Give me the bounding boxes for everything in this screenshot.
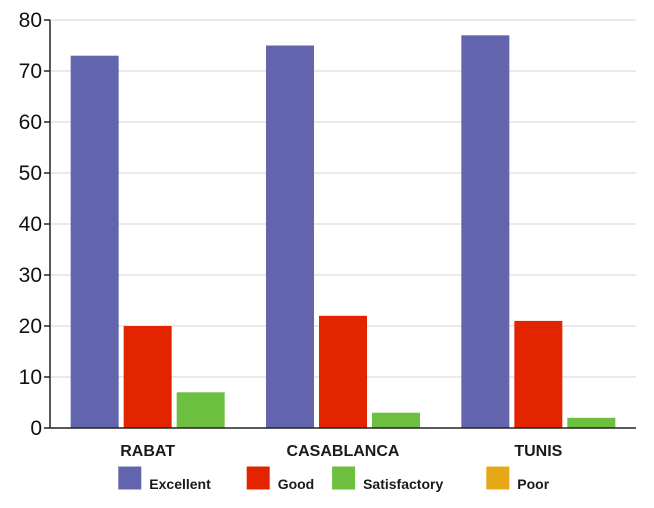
axes [44,19,636,429]
legend-label-poor: Poor [517,476,549,492]
y-tick-label-50: 50 [19,162,42,185]
legend-label-satisfactory: Satisfactory [363,476,443,492]
y-tick-label-30: 30 [19,264,42,287]
bars [70,35,616,429]
legend-label-excellent: Excellent [149,476,211,492]
legend: Excellent Good Satisfactory Poor [118,466,550,492]
y-tick-label-70: 70 [19,60,42,83]
bar-excellent-casablanca [266,45,314,428]
x-tick-labels: RABAT CASABLANCA TUNIS [120,443,562,460]
legend-swatch-good [246,466,270,490]
x-tick-label-rabat: RABAT [120,443,175,460]
y-tick-label-40: 40 [19,213,42,236]
legend-swatch-poor [486,466,510,490]
bar-satisfactory-rabat [176,392,225,428]
y-tick-labels: 0 10 20 30 40 50 60 70 80 [19,9,42,440]
bar-satisfactory-tunis [567,417,616,428]
bar-good-tunis [514,320,563,428]
legend-swatch-excellent [118,466,142,490]
bar-excellent-rabat [70,55,119,428]
y-tick-label-80: 80 [19,9,42,32]
bar-satisfactory-casablanca [372,412,420,428]
legend-swatch-satisfactory [332,466,356,490]
x-tick-label-tunis: TUNIS [514,443,562,460]
y-tick-label-20: 20 [19,315,42,338]
bar-good-rabat [123,326,172,428]
bar-excellent-tunis [461,35,510,429]
legend-label-good: Good [278,476,315,492]
x-tick-label-casablanca: CASABLANCA [287,443,400,460]
y-tick-label-60: 60 [19,111,42,134]
bar-good-casablanca [319,315,367,428]
y-tick-label-0: 0 [30,417,42,440]
y-tick-label-10: 10 [19,366,42,389]
